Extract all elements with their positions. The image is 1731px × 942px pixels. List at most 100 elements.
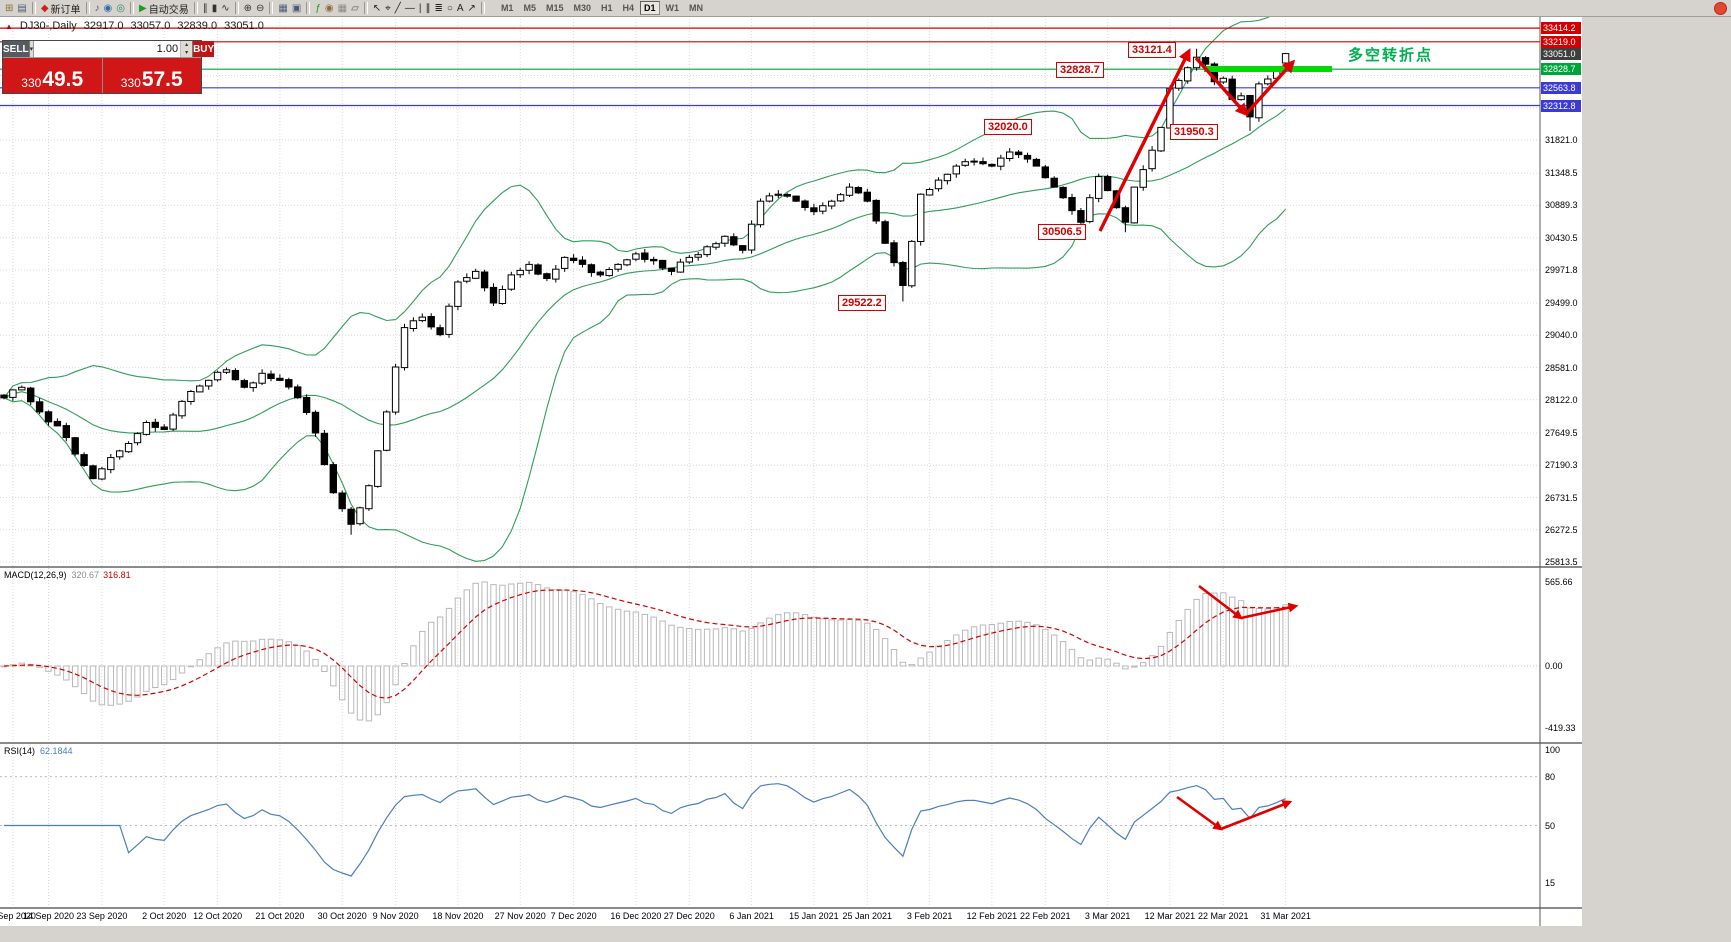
price-callout[interactable]: 32828.7 [1056, 62, 1104, 78]
arrows-tool-button[interactable]: ↗ [466, 1, 478, 16]
grid-toggle-icon: ▦ [337, 2, 348, 14]
candles-layer [0, 48, 1290, 535]
autotrading-icon: ▶ [139, 2, 147, 14]
support-highlight-bar[interactable] [1204, 66, 1332, 72]
horizontal-line-tool-icon: — [404, 2, 415, 14]
vertical-line-tool-icon: | [418, 2, 422, 14]
autotrading-label: 自动交易 [148, 4, 189, 16]
timeframe-h4-button[interactable]: H4 [619, 1, 639, 15]
timeframe-mn-button[interactable]: MN [685, 1, 707, 15]
zoom-out-icon: ⊖ [256, 2, 265, 14]
vertical-line-tool-button[interactable]: | [417, 1, 424, 16]
timeframe-h1-button[interactable]: H1 [597, 1, 617, 15]
candles-chart-type-button[interactable]: ▮ [210, 1, 220, 16]
cascade-windows-button[interactable]: ▣ [290, 1, 303, 16]
crosshair-tool-button[interactable]: ⌖ [383, 1, 393, 16]
timeframe-m15-button[interactable]: M15 [542, 1, 568, 15]
toolbar-separator [306, 2, 311, 14]
trend-arrows-macd[interactable] [1198, 584, 1299, 620]
fibonacci-tool-icon: ≣ [434, 2, 443, 14]
cascade-windows-icon: ▣ [291, 2, 302, 14]
objects-list-icon: ▱ [351, 2, 359, 14]
sell-button[interactable]: SELL [3, 41, 30, 57]
sell-price[interactable]: 330 49.5 [3, 58, 102, 93]
cursor-tool-icon: ↖ [372, 2, 382, 14]
bars-chart-type-icon: ∥ [202, 2, 208, 14]
line-chart-type-button[interactable]: ∿ [219, 1, 231, 16]
volume-spinner: ▴ ▾ [180, 41, 193, 57]
toolbar-separator [480, 2, 485, 14]
chart-profiles-icon: ▤ [17, 2, 27, 14]
period-settings-button[interactable]: ◉ [323, 1, 336, 16]
trendline-tool-button[interactable]: ╱ [393, 1, 403, 16]
zoom-out-button[interactable]: ⊖ [254, 1, 266, 16]
timeframe-m5-button[interactable]: M5 [519, 1, 540, 15]
trend-arrows-main[interactable] [1098, 48, 1296, 232]
line-chart-type-icon: ∿ [221, 2, 230, 14]
price-callout[interactable]: 30506.5 [1038, 224, 1086, 240]
grid-toggle-button[interactable]: ▦ [336, 1, 349, 16]
arrows-tool-icon: ↗ [467, 2, 476, 14]
candle-bodies [0, 53, 1290, 525]
sound-alerts-button[interactable]: ♪ [93, 1, 102, 16]
autotrading-button[interactable]: ▶ 自动交易 [137, 1, 191, 16]
zoom-in-button[interactable]: ⊕ [242, 1, 254, 16]
chevron-down-icon: ▾ [29, 46, 34, 53]
news-button[interactable]: ◉ [102, 1, 115, 16]
new-chart-button[interactable]: ⊞ [3, 1, 15, 16]
timeframe-d1-button[interactable]: D1 [640, 1, 660, 15]
notification-badge[interactable] [1714, 2, 1727, 15]
toolbar-separator [269, 2, 274, 14]
volume-increase-button[interactable]: ▴ [185, 42, 189, 48]
buy-button[interactable]: BUY [192, 41, 215, 57]
order-type-dropdown[interactable]: ▾ [29, 41, 35, 57]
new-order-button[interactable]: ◆ 新订单 [39, 1, 83, 16]
horizontal-line-tool-button[interactable]: — [403, 1, 417, 16]
price-callout[interactable]: 33121.4 [1128, 42, 1176, 58]
panel-separators [0, 566, 1582, 909]
cursor-tool-button[interactable]: ↖ [371, 1, 383, 16]
price-callout[interactable]: 31950.3 [1170, 124, 1218, 140]
sell-price-digits: 49.5 [42, 68, 84, 91]
volume-decrease-button[interactable]: ▾ [185, 50, 189, 56]
channel-tool-icon: ∥ [425, 2, 431, 14]
text-tool-button[interactable]: A [455, 1, 466, 16]
buy-price-prefix: 330 [120, 76, 141, 90]
channel-tool-button[interactable]: ∥ [423, 1, 432, 16]
tile-windows-button[interactable]: ▦ [276, 1, 289, 16]
timeframe-m30-button[interactable]: M30 [569, 1, 595, 15]
trend-arrows-rsi[interactable] [1176, 795, 1293, 831]
volume-input[interactable] [34, 41, 181, 57]
timeframe-m1-button[interactable]: M1 [497, 1, 518, 15]
shapes-tool-icon: ○ [446, 2, 453, 14]
price-callout[interactable]: 29522.2 [838, 295, 886, 311]
buy-price[interactable]: 330 57.5 [102, 58, 201, 93]
price-callout[interactable]: 32020.0 [984, 119, 1032, 135]
community-button[interactable]: ◎ [114, 1, 127, 16]
bollinger-bands [3, 16, 1287, 562]
toolbar-separator [363, 2, 368, 14]
zoom-in-icon: ⊕ [243, 2, 253, 14]
community-icon: ◎ [116, 2, 126, 14]
chart-profiles-button[interactable]: ▤ [15, 1, 28, 16]
timeframe-w1-button[interactable]: W1 [662, 1, 684, 15]
toolbar-separator [85, 2, 90, 14]
tile-windows-icon: ▦ [278, 2, 288, 14]
turning-point-label[interactable]: 多空转折点 [1348, 47, 1434, 64]
text-tool-icon: A [456, 2, 464, 14]
candles-chart-type-icon: ▮ [211, 2, 218, 14]
add-indicator-button[interactable]: ƒ [313, 1, 323, 16]
toolbar-separator [31, 2, 36, 14]
fibonacci-tool-button[interactable]: ≣ [432, 1, 444, 16]
toolbar: ⊞ ▤ ◆ 新订单 ♪ ◉ ◎ ▶ 自动交易 ∥ ▮ ∿ ⊕ ⊖ ▦ ▣ ƒ ◉ ▦ ▱ ↖ ⌖ ╱ — | ∥ ≣ ○ A ↗ M1 M5 M… [0, 0, 1731, 17]
volume-field-wrap: ▴ ▾ [34, 41, 193, 57]
shapes-tool-button[interactable]: ○ [445, 1, 455, 16]
bars-chart-type-button[interactable]: ∥ [201, 1, 210, 16]
rsi-line [4, 783, 1286, 877]
objects-list-button[interactable]: ▱ [349, 1, 361, 16]
new-chart-icon: ⊞ [5, 2, 14, 14]
chart-background [0, 16, 1582, 926]
